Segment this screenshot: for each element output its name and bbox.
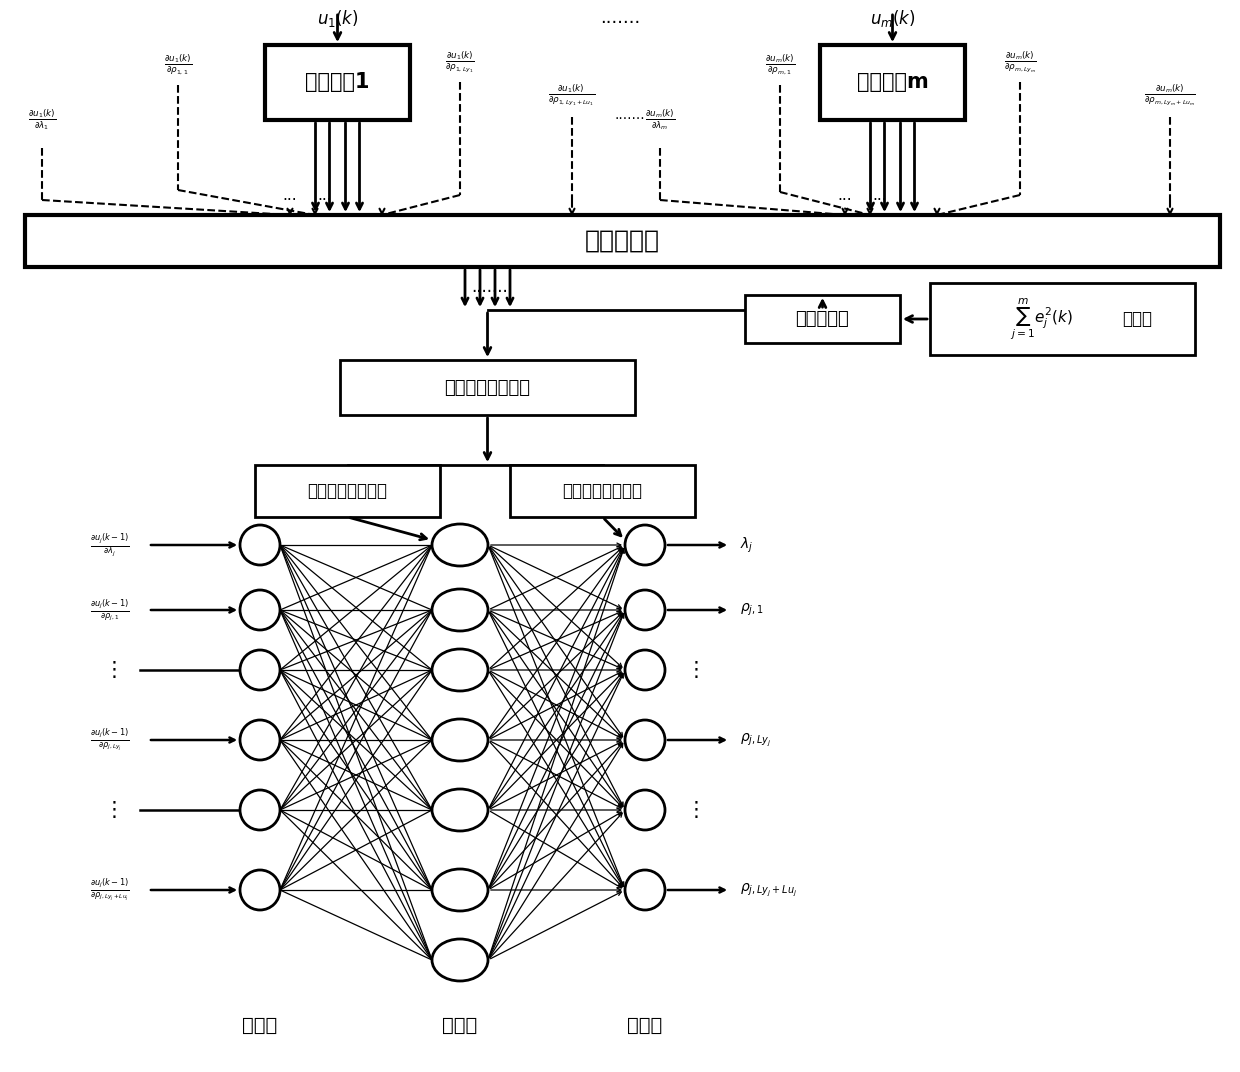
Text: $\frac{\partial u_m(k)}{\partial \rho_{m,Ly_m+Lu_m}}$: $\frac{\partial u_m(k)}{\partial \rho_{m… <box>1145 83 1197 107</box>
Text: $\sum_{j=1}^{m}e_j^2(k)$: $\sum_{j=1}^{m}e_j^2(k)$ <box>1009 296 1073 342</box>
Circle shape <box>241 870 280 910</box>
Text: $\vdots$: $\vdots$ <box>103 800 117 820</box>
Text: $\vdots$: $\vdots$ <box>684 659 698 681</box>
Text: 隐含层: 隐含层 <box>443 1015 477 1034</box>
Text: $\frac{\partial u_j(k-1)}{\partial \rho_{j,Ly_j}}$: $\frac{\partial u_j(k-1)}{\partial \rho_… <box>91 727 130 754</box>
Text: $\rho_{j,1}$: $\rho_{j,1}$ <box>740 601 764 619</box>
Circle shape <box>625 870 665 910</box>
Text: 输出层: 输出层 <box>627 1015 662 1034</box>
Text: 梯度信息1: 梯度信息1 <box>305 73 370 92</box>
Bar <box>265 45 410 120</box>
Text: $\frac{\partial u_1(k)}{\partial \lambda_1}$: $\frac{\partial u_1(k)}{\partial \lambda… <box>29 107 56 133</box>
Circle shape <box>241 525 280 565</box>
Circle shape <box>625 525 665 565</box>
Ellipse shape <box>432 939 489 981</box>
Text: $\frac{\partial u_j(k-1)}{\partial \rho_{j,Ly_j+Lu_j}}$: $\frac{\partial u_j(k-1)}{\partial \rho_… <box>91 877 130 904</box>
Circle shape <box>241 650 280 690</box>
Circle shape <box>625 590 665 630</box>
Text: $\lambda_j$: $\lambda_j$ <box>740 535 754 554</box>
Text: $\frac{\partial u_j(k-1)}{\partial \lambda_j}$: $\frac{\partial u_j(k-1)}{\partial \lamb… <box>91 532 130 557</box>
Bar <box>340 360 635 415</box>
Text: 输入层: 输入层 <box>242 1015 278 1034</box>
Ellipse shape <box>432 649 489 691</box>
Text: ...: ... <box>838 188 852 203</box>
Ellipse shape <box>432 589 489 631</box>
Text: $\frac{\partial u_1(k)}{\partial \rho_{1,Ly_1}}$: $\frac{\partial u_1(k)}{\partial \rho_{1… <box>445 49 475 74</box>
Text: 梯度信息m: 梯度信息m <box>857 73 929 92</box>
Text: 梯度下降法: 梯度下降法 <box>796 310 849 328</box>
Text: .......: ....... <box>615 108 645 122</box>
Ellipse shape <box>432 719 489 761</box>
Bar <box>25 215 1220 267</box>
Text: ...: ... <box>283 188 298 203</box>
Text: 梯度信息集: 梯度信息集 <box>585 229 660 253</box>
Ellipse shape <box>432 789 489 831</box>
Text: ...: ... <box>317 188 332 203</box>
Bar <box>745 295 900 343</box>
Text: $\frac{\partial u_j(k-1)}{\partial \rho_{j,1}}$: $\frac{\partial u_j(k-1)}{\partial \rho_… <box>91 597 130 623</box>
Text: .......: ....... <box>600 9 640 27</box>
Text: 最小化: 最小化 <box>1122 310 1152 328</box>
Text: $\rho_{j,Ly_j}$: $\rho_{j,Ly_j}$ <box>740 732 771 748</box>
Bar <box>255 465 440 517</box>
Text: 系统误差反向传播: 系统误差反向传播 <box>444 378 531 397</box>
Text: $\frac{\partial u_m(k)}{\partial \rho_{m,Ly_m}}$: $\frac{\partial u_m(k)}{\partial \rho_{m… <box>1003 49 1037 74</box>
Text: $\rho_{j,Ly_j+Lu_j}$: $\rho_{j,Ly_j+Lu_j}$ <box>740 881 797 898</box>
Circle shape <box>241 590 280 630</box>
Text: $\frac{\partial u_m(k)}{\partial \lambda_m}$: $\frac{\partial u_m(k)}{\partial \lambda… <box>645 107 675 133</box>
Bar <box>820 45 965 120</box>
Circle shape <box>625 650 665 690</box>
Text: .......: ....... <box>471 278 508 296</box>
Text: ...: ... <box>873 188 888 203</box>
Text: $u_m(k)$: $u_m(k)$ <box>869 8 915 29</box>
Text: $\vdots$: $\vdots$ <box>684 800 698 820</box>
Text: $\vdots$: $\vdots$ <box>103 659 117 681</box>
Circle shape <box>625 790 665 830</box>
Text: $\frac{\partial u_1(k)}{\partial \rho_{1,Ly_1+Lu_1}}$: $\frac{\partial u_1(k)}{\partial \rho_{1… <box>548 83 595 107</box>
Circle shape <box>625 720 665 760</box>
Text: 更新输出层权系数: 更新输出层权系数 <box>563 482 642 500</box>
Ellipse shape <box>432 869 489 911</box>
Bar <box>510 465 694 517</box>
Text: $\frac{\partial u_m(k)}{\partial \rho_{m,1}}$: $\frac{\partial u_m(k)}{\partial \rho_{m… <box>765 53 795 77</box>
Circle shape <box>241 790 280 830</box>
Text: $\frac{\partial u_1(k)}{\partial \rho_{1,1}}$: $\frac{\partial u_1(k)}{\partial \rho_{1… <box>164 53 192 77</box>
Ellipse shape <box>432 524 489 566</box>
Bar <box>930 283 1195 355</box>
Text: 更新隐含层权系数: 更新隐含层权系数 <box>308 482 387 500</box>
Circle shape <box>241 720 280 760</box>
Text: $u_1(k)$: $u_1(k)$ <box>316 8 358 29</box>
